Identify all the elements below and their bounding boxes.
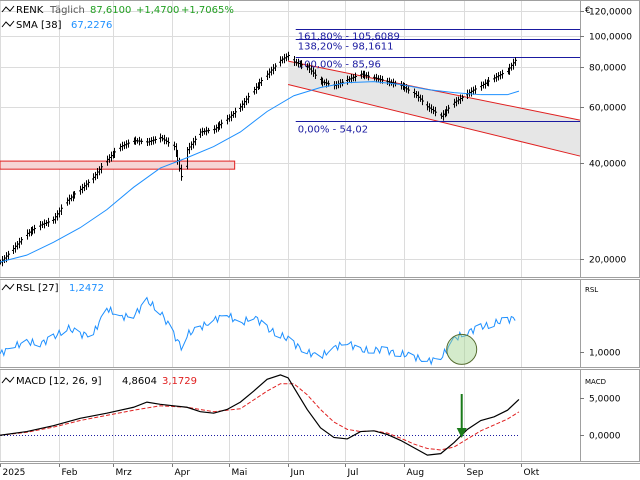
channel-lower-line xyxy=(287,84,581,157)
x-tick-label: Feb xyxy=(62,468,78,478)
price-bars xyxy=(0,51,517,267)
series-legend-icon xyxy=(1,20,15,28)
fibonacci-label: 138,20% - 98,1611 xyxy=(298,42,394,53)
support-zone xyxy=(0,160,236,170)
macd-line xyxy=(0,374,520,456)
fibonacci-label: 100,00% - 85,96 xyxy=(298,60,381,71)
macd-signal-line xyxy=(0,383,520,451)
x-tick-label: Sep xyxy=(467,468,484,478)
x-tick-label: Apr xyxy=(175,468,191,478)
signal-value: 3,1729 xyxy=(162,376,197,387)
x-tick-label: Okt xyxy=(524,468,540,478)
macd-y-tick-label: 5,0000 xyxy=(589,395,621,405)
x-tick-label: Mrz xyxy=(116,468,132,478)
macd-value: 4,8604 xyxy=(122,376,157,387)
rsl-value: 1,2472 xyxy=(69,283,104,294)
x-tick-label: 2025 xyxy=(3,468,26,478)
price-change-pct: +1,7065% xyxy=(181,5,234,16)
series-legend-icon xyxy=(1,376,15,384)
sma-line xyxy=(0,81,520,263)
interval-label: Täglich xyxy=(49,5,85,16)
rsl-axis-tag: RSL xyxy=(585,286,598,294)
x-tick-label: Mai xyxy=(232,468,248,478)
price-y-tick-label: 20,0000 xyxy=(589,256,626,266)
fibonacci-label: 0,00% - 54,02 xyxy=(298,125,368,136)
series-legend-icon xyxy=(1,5,15,13)
macd-panel[interactable]: MACD [12, 26, 9] 4,8604 3,1729 MACD xyxy=(16,376,606,387)
macd-axis-tag: MACD xyxy=(585,378,606,386)
price-y-tick-label: 80,0000 xyxy=(589,64,626,74)
x-tick-label: Jul xyxy=(347,468,359,478)
x-tick-label: Aug xyxy=(407,468,425,478)
symbol-label: RENK xyxy=(16,5,44,16)
price-y-tick-label: 40,0000 xyxy=(589,160,626,170)
last-price: 87,6100 xyxy=(90,5,131,16)
x-tick-label: Jun xyxy=(290,468,305,478)
price-y-tick-label: 100,0000 xyxy=(589,33,632,43)
price-panel[interactable]: RENK Täglich 87,6100 +1,4700 +1,7065% SM… xyxy=(16,5,591,31)
fibonacci-label: 161,80% - 105,6089 xyxy=(298,32,400,43)
rsl-panel[interactable]: RSL [27] 1,2472 RSL xyxy=(16,283,598,294)
price-y-tick-label: 60,0000 xyxy=(589,104,626,114)
price-y-tick-label: 120,0000 xyxy=(589,8,632,18)
macd-y-tick-label: 0,0000 xyxy=(589,432,621,442)
sma-label: SMA [38] xyxy=(16,20,62,31)
trend-channel-fill xyxy=(288,61,580,157)
macd-label: MACD [12, 26, 9] xyxy=(16,376,102,387)
sma-value: 67,2276 xyxy=(71,20,112,31)
price-change: +1,4700 xyxy=(136,5,179,16)
currency-label: € xyxy=(585,6,591,16)
rsl-line xyxy=(0,296,516,366)
rsl-label: RSL [27] xyxy=(16,283,59,294)
rsl-y-tick-label: 1,0000 xyxy=(589,349,621,359)
rsl-highlight-circle xyxy=(446,333,478,365)
series-legend-icon xyxy=(1,283,15,291)
buy-signal-arrow-head xyxy=(456,428,467,438)
